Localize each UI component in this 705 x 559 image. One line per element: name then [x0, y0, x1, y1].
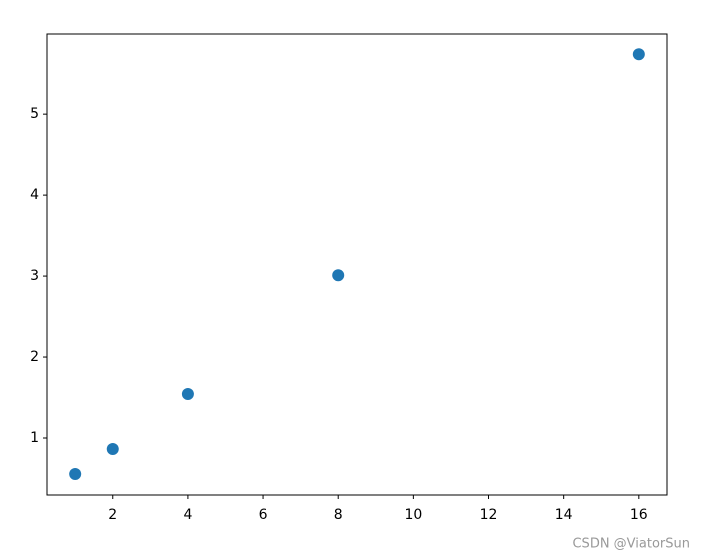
point: [69, 467, 82, 480]
x-tick-label: 6: [259, 507, 268, 523]
y-tick-label: 2: [30, 349, 39, 365]
y-tick-label: 1: [30, 430, 39, 446]
x-tick-label: 2: [108, 507, 117, 523]
x-tick-label: 10: [404, 507, 422, 523]
x-tick-label: 4: [183, 507, 192, 523]
watermark: CSDN @ViatorSun: [572, 537, 690, 552]
x-tick-label: 16: [630, 507, 648, 523]
y-tick-label: 3: [30, 268, 39, 284]
y-tick-label: 4: [30, 187, 39, 203]
y-tick-label: 5: [30, 106, 39, 122]
point: [332, 269, 345, 282]
x-tick-label: 14: [555, 507, 573, 523]
point: [106, 443, 119, 456]
x-tick-label: 8: [334, 507, 343, 523]
axes-frame: [46, 33, 668, 496]
point: [181, 388, 194, 401]
x-tick-label: 12: [480, 507, 498, 523]
point: [632, 48, 645, 61]
